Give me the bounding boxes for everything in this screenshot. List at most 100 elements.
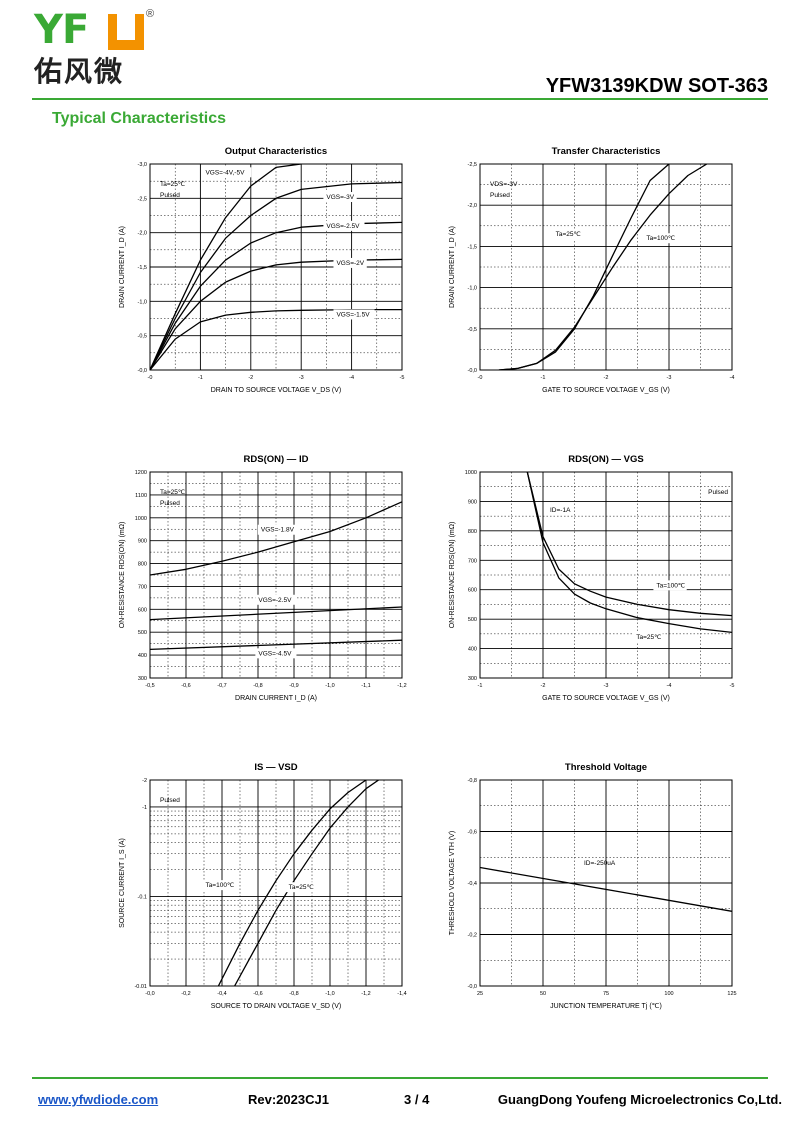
series-line-1 <box>150 181 402 370</box>
chart-vth: Threshold Voltage 25 50 75 100 125 -0,0 -0,2 -0,… <box>449 762 737 1010</box>
logo-text: YF <box>34 7 89 53</box>
series-label: Ta=100℃ <box>646 235 676 242</box>
series-label-bg <box>255 594 297 605</box>
y-tick-label: -0,8 <box>468 778 477 784</box>
x-tick-label: -2 <box>604 375 609 381</box>
chart-title: Threshold Voltage <box>565 762 647 773</box>
chart-title: Output Characteristics <box>225 146 327 157</box>
x-tick-label: -5 <box>400 375 405 381</box>
series-line-0 <box>498 164 670 370</box>
series-label-bg <box>285 882 315 893</box>
plot-frame <box>479 471 733 679</box>
x-tick-label: -2 <box>248 375 253 381</box>
chart-is-vsd: IS — VSD -0,0 -0,2 -0,4 -0,6 -0,8 -1,0 -1,2 -1,4… <box>119 762 407 1010</box>
series-label-bg <box>257 524 299 535</box>
x-tick-label: -1,0 <box>325 991 334 997</box>
series-line-1 <box>234 780 379 986</box>
x-tick-label: -0,8 <box>253 683 262 689</box>
plot-frame <box>149 163 403 371</box>
series-label: VGS=-3V <box>326 194 354 201</box>
y-tick-label: 300 <box>468 676 477 682</box>
y-axis-label: DRAIN CURRENT I_D (A) <box>119 226 126 308</box>
series-label: Ta=100℃ <box>205 882 235 889</box>
series-label: VGS=-1.5V <box>336 311 370 318</box>
series-label: VGS=-2.5V <box>326 223 360 230</box>
y-axis-label: ON-RESISTANCE RDS(ON) (mΩ) <box>449 522 456 629</box>
y-tick-label: 1000 <box>135 516 147 522</box>
chart-note: Pulsed <box>160 797 180 804</box>
series-line-1 <box>498 164 708 370</box>
x-axis-label: JUNCTION TEMPERATURE Tj (℃) <box>550 1003 662 1010</box>
y-tick-label: 700 <box>138 584 147 590</box>
series-line-0 <box>217 780 367 986</box>
series-label: VGS=-1.8V <box>261 527 295 534</box>
series-label-bg <box>323 192 357 203</box>
y-tick-label: -1,5 <box>468 244 477 250</box>
header-divider <box>32 98 768 100</box>
y-tick-label: -0.1 <box>138 894 147 900</box>
company-name: GuangDong Youfeng Microelectronics Co,Lt… <box>497 1092 782 1107</box>
y-tick-label: 500 <box>138 630 147 636</box>
chart-note: VDS=-3V <box>490 181 518 188</box>
chart-note: Pulsed <box>708 489 728 496</box>
series-label: Ta=25℃ <box>636 634 662 641</box>
series-label-bg <box>202 167 252 178</box>
series-line-1 <box>526 472 732 634</box>
y-tick-label: 300 <box>138 676 147 682</box>
x-tick-label: -0,8 <box>289 991 298 997</box>
x-axis-label: GATE TO SOURCE VOLTAGE V_GS (V) <box>542 387 670 394</box>
x-tick-label: -0,6 <box>181 683 190 689</box>
y-tick-label: -0,5 <box>138 334 147 340</box>
series-label-bg <box>643 233 677 244</box>
series-label: VGS=-2V <box>336 260 364 267</box>
y-tick-label: -2,5 <box>138 196 147 202</box>
y-tick-label: -2,0 <box>138 231 147 237</box>
x-tick-label: -1,0 <box>325 683 334 689</box>
y-tick-label: -0,0 <box>468 984 477 990</box>
x-axis-label: DRAIN CURRENT I_D (A) <box>235 695 317 702</box>
part-number-title: YFW3139KDW SOT-363 <box>545 75 768 97</box>
x-tick-label: -0,0 <box>145 991 154 997</box>
y-tick-label: -2 <box>142 778 147 784</box>
logo-chinese-name: 佑风微 <box>34 55 125 88</box>
y-tick-label: 800 <box>138 562 147 568</box>
y-tick-label: -3,0 <box>138 162 147 168</box>
x-axis-label: GATE TO SOURCE VOLTAGE V_GS (V) <box>542 695 670 702</box>
x-tick-label: -4 <box>667 683 672 689</box>
y-tick-label: -0.01 <box>134 984 147 990</box>
series-label: Ta=25℃ <box>289 884 315 891</box>
series-label-bg <box>202 880 236 891</box>
x-tick-label: -0,6 <box>253 991 262 997</box>
page-number: 3 / 4 <box>404 1092 430 1107</box>
chart-rds-id: RDS(ON) — ID -0,5 -0,6 -0,7 -0,8 -0,9 -1,0 -1,1… <box>119 454 407 702</box>
series-line-0 <box>150 501 402 576</box>
x-tick-label: -2 <box>541 683 546 689</box>
registered-mark: ® <box>146 8 155 20</box>
series-label-bg <box>323 220 365 231</box>
chart-note: Ta=25℃ <box>160 489 186 496</box>
x-axis-label: SOURCE TO DRAIN VOLTAGE V_SD (V) <box>211 1003 342 1010</box>
logo-w-mark <box>108 14 144 50</box>
y-tick-label: -0,0 <box>468 368 477 374</box>
website-link[interactable]: www.yfwdiode.com <box>38 1092 159 1107</box>
plot-frame <box>149 779 403 987</box>
x-tick-label: -0,9 <box>289 683 298 689</box>
x-tick-label: -0,7 <box>217 683 226 689</box>
x-tick-label: -1 <box>478 683 483 689</box>
y-tick-label: 900 <box>138 539 147 545</box>
y-tick-label: 1200 <box>135 470 147 476</box>
y-tick-label: -1,0 <box>468 286 477 292</box>
y-tick-label: 500 <box>468 617 477 623</box>
x-tick-label: -0,4 <box>217 991 226 997</box>
x-tick-label: 25 <box>477 991 483 997</box>
chart-title: RDS(ON) — ID <box>244 454 309 465</box>
y-tick-label: -0,6 <box>468 830 477 836</box>
chart-rds-vgs: RDS(ON) — VGS -1 -2 -3 -4 -5 300 400 500 600 700 80… <box>449 454 734 702</box>
x-tick-label: -1,1 <box>361 683 370 689</box>
y-tick-label: 1000 <box>465 470 477 476</box>
x-tick-label: -1,2 <box>397 683 406 689</box>
y-tick-label: 900 <box>468 499 477 505</box>
series-label-bg <box>333 257 367 268</box>
y-axis-label: SOURCE CURRENT I_S (A) <box>119 838 126 928</box>
